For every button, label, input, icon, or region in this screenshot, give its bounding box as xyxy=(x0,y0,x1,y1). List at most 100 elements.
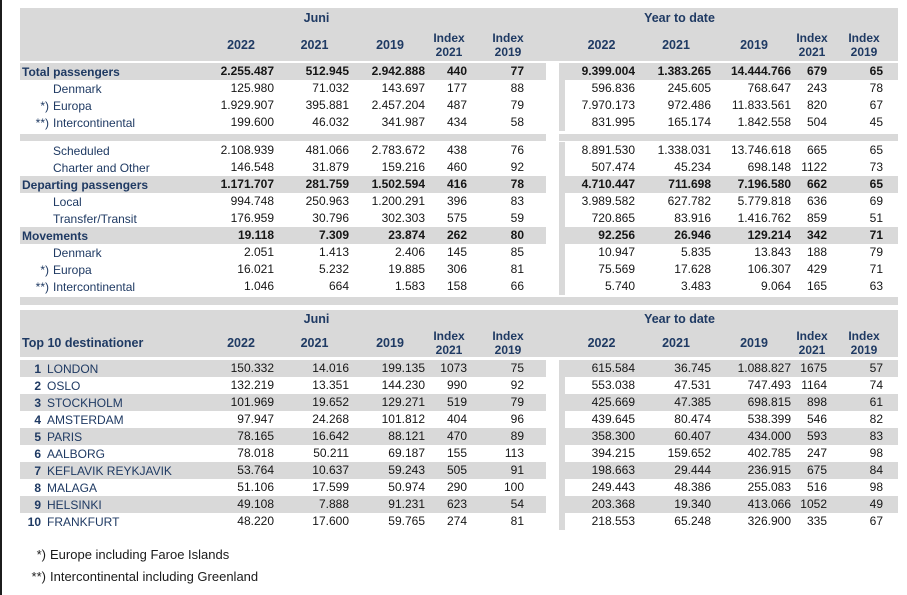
value-cell: 23.874 xyxy=(388,228,425,242)
value-cell: 831.995 xyxy=(591,115,635,129)
footnote-intercontinental: **) Intercontinental including Greenland xyxy=(20,566,898,588)
index-word: Index xyxy=(433,328,465,343)
value-cell: 504 xyxy=(806,115,827,129)
value-cell: 88 xyxy=(510,81,524,95)
footnotes: *) Europe including Faroe Islands **) Inte… xyxy=(20,544,898,588)
year-to-date-group-label: Year to date xyxy=(644,11,715,25)
row-label: Denmark xyxy=(20,244,205,261)
value-cell: 30.796 xyxy=(312,211,349,225)
value-cell: 79 xyxy=(510,98,524,112)
top10-title: Top 10 destinationer xyxy=(22,335,144,350)
value-cell: 45 xyxy=(869,115,883,129)
ytd-index-2019-header: Index 2019 xyxy=(830,328,898,357)
row-label: 1 LONDON xyxy=(20,360,205,377)
index-2019-header: Index 2019 xyxy=(470,328,546,357)
value-cell: 144.230 xyxy=(381,378,425,392)
value-cell: 66 xyxy=(510,279,524,293)
value-cell: 2.108.939 xyxy=(220,143,274,157)
column-gap-strip xyxy=(559,360,565,377)
value-cell: 71 xyxy=(869,262,883,276)
ytd-year-header-2022: 2022 xyxy=(587,335,616,350)
value-cell: 59 xyxy=(510,211,524,225)
value-cell: 98 xyxy=(869,480,883,494)
value-cell: 623 xyxy=(446,497,467,511)
value-cell: 203.368 xyxy=(591,497,635,511)
value-cell: 3.989.582 xyxy=(581,194,635,208)
value-cell: 65 xyxy=(869,143,883,157)
column-gap xyxy=(546,227,559,244)
column-gap xyxy=(546,193,559,210)
value-cell: 1.383.265 xyxy=(657,64,711,78)
value-cell: 675 xyxy=(806,463,827,477)
year-header-2021: 2021 xyxy=(300,335,329,350)
sub-label: Denmark xyxy=(53,246,102,260)
value-cell: 245.605 xyxy=(667,81,711,95)
value-cell: 132.219 xyxy=(230,378,274,392)
column-gap xyxy=(546,159,559,176)
column-gap-strip xyxy=(559,176,565,193)
value-cell: 2.051 xyxy=(243,245,274,259)
column-gap-strip xyxy=(559,496,565,513)
value-cell: 125.980 xyxy=(230,81,274,95)
value-cell: 306 xyxy=(446,262,467,276)
table-row: 7 KEFLAVIK REYKJAVIK 53.764 10.637 59.243 505… xyxy=(20,462,898,479)
table-row: Denmark 2.051 1.413 2.406 145 85 10.947 5.835 13… xyxy=(20,244,898,261)
value-cell: 470 xyxy=(446,429,467,443)
column-gap xyxy=(546,114,559,131)
value-cell: 98 xyxy=(869,446,883,460)
value-cell: 101.812 xyxy=(381,412,425,426)
value-cell: 92.256 xyxy=(598,228,635,242)
value-cell: 59.243 xyxy=(388,463,425,477)
value-cell: 17.600 xyxy=(312,514,349,528)
value-cell: 5.835 xyxy=(680,245,711,259)
value-cell: 7.888 xyxy=(318,497,349,511)
table-row: Movements 19.118 7.309 23.874 262 80 92.256 26.… xyxy=(20,227,898,244)
value-cell: 80.474 xyxy=(674,412,711,426)
column-gap xyxy=(546,360,559,377)
year-header-2019: 2019 xyxy=(376,335,404,350)
value-cell: 7.196.580 xyxy=(737,177,791,191)
table-row: Charter and Other 146.548 31.879 159.216 460… xyxy=(20,159,898,176)
value-cell: 78.018 xyxy=(237,446,274,460)
value-cell: 7.970.173 xyxy=(581,98,635,112)
juni-group-label: Juni xyxy=(303,312,330,326)
value-cell: 262 xyxy=(446,228,467,242)
value-cell: 898 xyxy=(806,395,827,409)
footnote-europe: *) Europe including Faroe Islands xyxy=(20,544,898,566)
value-cell: 768.647 xyxy=(747,81,791,95)
value-cell: 19.340 xyxy=(674,497,711,511)
value-cell: 46.032 xyxy=(312,115,349,129)
report-content: Juni Year to date 2022 2021 2019 Index 2… xyxy=(20,8,898,588)
value-cell: 243 xyxy=(806,81,827,95)
value-cell: 236.915 xyxy=(747,463,791,477)
traffic-table-header: Juni Year to date 2022 2021 2019 Index 2… xyxy=(20,8,898,61)
separator-band xyxy=(20,134,898,141)
ytd-index-2021-header: Index 2021 xyxy=(794,328,830,357)
ytd-year-header-2019: 2019 xyxy=(740,335,768,350)
row-prefix: *) xyxy=(40,99,49,113)
table-row: 10 FRANKFURT 48.220 17.600 59.765 274 81 218.55… xyxy=(20,513,898,530)
column-gap xyxy=(546,411,559,428)
destination-name: MALAGA xyxy=(47,481,98,495)
value-cell: 538.399 xyxy=(747,412,791,426)
sub-label: Denmark xyxy=(53,82,102,96)
value-cell: 1.929.907 xyxy=(220,98,274,112)
value-cell: 553.038 xyxy=(591,378,635,392)
value-cell: 26.946 xyxy=(674,228,711,242)
value-cell: 425.669 xyxy=(591,395,635,409)
value-cell: 36.745 xyxy=(674,361,711,375)
table-row: 4 AMSTERDAM 97.947 24.268 101.812 404 96 439.64… xyxy=(20,411,898,428)
value-cell: 51 xyxy=(869,211,883,225)
value-cell: 1164 xyxy=(801,378,827,392)
juni-group-label: Juni xyxy=(303,11,330,25)
value-cell: 627.782 xyxy=(667,194,711,208)
value-cell: 82 xyxy=(869,412,883,426)
column-gap xyxy=(546,278,559,295)
period-header-row: Juni Year to date xyxy=(20,8,898,28)
destination-rank: 5 xyxy=(34,430,41,444)
separator-band xyxy=(20,297,898,305)
value-cell: 1.200.291 xyxy=(371,194,425,208)
value-cell: 516 xyxy=(806,480,827,494)
year-header-row: 2022 2021 2019 Index 2021 Index 2019 202… xyxy=(20,28,898,61)
